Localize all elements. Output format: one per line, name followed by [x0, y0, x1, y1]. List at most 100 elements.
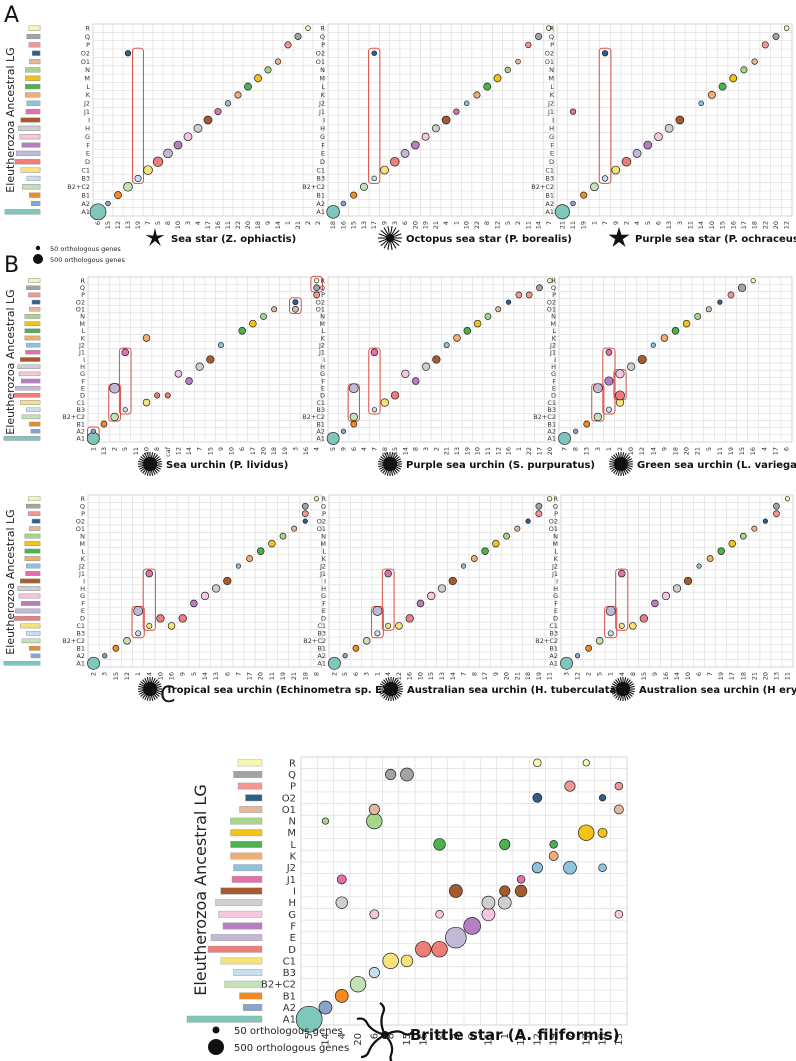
data-point-M [578, 824, 595, 841]
data-point-F [651, 599, 659, 608]
data-point-B2+C2 [593, 412, 602, 422]
legend-large-dot [208, 1039, 224, 1055]
data-point-F [411, 377, 420, 385]
lg-label-Q: Q [549, 33, 554, 41]
lg-label-O2: O2 [316, 49, 325, 57]
data-point-G [421, 132, 430, 141]
lg-label-D: D [320, 392, 325, 400]
x-tick-label: 14 [673, 672, 681, 680]
lg-bar-A2 [30, 653, 41, 659]
data-point-B2+C2 [362, 637, 371, 645]
lg-label-J2: J2 [547, 100, 554, 108]
data-point-O1 [292, 305, 299, 313]
x-tick-label: 2 [514, 221, 522, 225]
lg-label-G: G [288, 910, 296, 921]
lg-label-C1: C1 [547, 399, 556, 407]
lg-label-N: N [289, 817, 296, 828]
lg-label-I: I [552, 116, 554, 124]
lg-label-O2: O2 [316, 298, 325, 306]
highlight-box [615, 568, 629, 631]
lg-label-J2: J2 [83, 100, 90, 108]
x-tick-label: 5 [596, 672, 604, 676]
lg-label-B3: B3 [545, 175, 554, 183]
lg-label-Q: Q [80, 284, 85, 292]
data-point-L [433, 838, 446, 851]
data-point-N [739, 532, 747, 540]
lg-label-A2: A2 [545, 200, 554, 208]
data-point-O2 [302, 518, 308, 524]
data-point-B1 [112, 644, 120, 652]
x-tick-label: 9 [612, 221, 620, 225]
lg-label-B1: B1 [316, 420, 325, 428]
data-point-K [473, 91, 481, 99]
data-point-B3 [605, 406, 612, 413]
lg-label-P: P [81, 510, 85, 518]
lg-label-I: I [556, 577, 558, 585]
lg-bar-L [25, 84, 41, 90]
data-point-G [614, 910, 624, 919]
urchin-icon [379, 677, 403, 701]
data-point-G [654, 132, 663, 142]
x-tick-label: 7 [601, 221, 609, 225]
x-tick-label: 15 [391, 447, 399, 455]
legend-large-label: 500 orthologous genes [234, 1043, 349, 1054]
lg-bar-K [25, 92, 41, 98]
x-tick-label: 10 [416, 672, 424, 680]
data-point-C1 [400, 954, 414, 968]
lg-label-M: M [550, 320, 556, 328]
lg-label-G: G [80, 370, 85, 378]
x-tick-label: 16 [214, 221, 222, 229]
data-point-H [421, 362, 431, 371]
lg-label-E: E [322, 607, 326, 615]
data-point-C1 [146, 622, 153, 629]
lg-bar-B1 [29, 646, 41, 651]
lg-label-D: D [553, 615, 558, 623]
x-tick-label: 16 [749, 447, 757, 455]
x-tick-label: 3 [184, 221, 192, 225]
lg-label-K: K [552, 334, 557, 342]
lg-label-R: R [85, 24, 90, 32]
lg-label-K: K [86, 91, 91, 99]
x-tick-label: 12 [638, 447, 646, 455]
data-point-Q [773, 502, 780, 510]
data-point-R [314, 277, 320, 284]
lg-label-B2+C2: B2+C2 [531, 183, 554, 191]
lg-bar-J1 [231, 875, 263, 883]
x-tick-label: 11 [546, 672, 554, 680]
x-tick-label: 4 [313, 447, 321, 451]
data-point-B3 [134, 174, 142, 182]
y-axis-title: Eleutherozoa Ancestral LG [4, 509, 17, 654]
lg-bar-E [15, 608, 41, 614]
x-tick-label: 21 [750, 672, 758, 680]
lg-label-O2: O2 [317, 517, 326, 525]
lg-bar-I [220, 887, 263, 895]
data-point-I [448, 576, 457, 586]
lg-bar-A1 [186, 1015, 263, 1023]
x-tick-label: 13 [772, 672, 780, 680]
arm [384, 1030, 414, 1036]
lg-bar-N [230, 817, 263, 825]
x-tick-label: 1 [134, 672, 142, 676]
lg-label-B2+C2: B2+C2 [303, 637, 326, 645]
lg-label-B2+C2: B2+C2 [261, 980, 296, 991]
lg-label-L: L [290, 840, 296, 851]
lg-label-J1: J1 [551, 570, 558, 578]
data-point-J2 [531, 862, 543, 874]
lg-bar-N [25, 67, 41, 73]
lg-label-R: R [289, 758, 296, 769]
x-tick-label: 7 [545, 221, 553, 225]
lg-bar-P [28, 511, 41, 516]
x-tick-label: 12 [395, 672, 403, 680]
lg-label-A1: A1 [81, 208, 90, 216]
data-point-E [400, 149, 410, 158]
lg-label-F: F [550, 141, 554, 149]
data-point-A1 [87, 656, 101, 670]
data-point-M [254, 74, 262, 83]
x-tick-label: 2 [330, 672, 338, 676]
lg-label-J1: J1 [318, 349, 325, 357]
urchin-icon [138, 677, 162, 701]
lg-bar-J2 [233, 864, 263, 872]
arm [360, 1034, 386, 1059]
x-tick-label: 10 [516, 1033, 527, 1046]
x-tick-label: 2 [90, 672, 98, 676]
